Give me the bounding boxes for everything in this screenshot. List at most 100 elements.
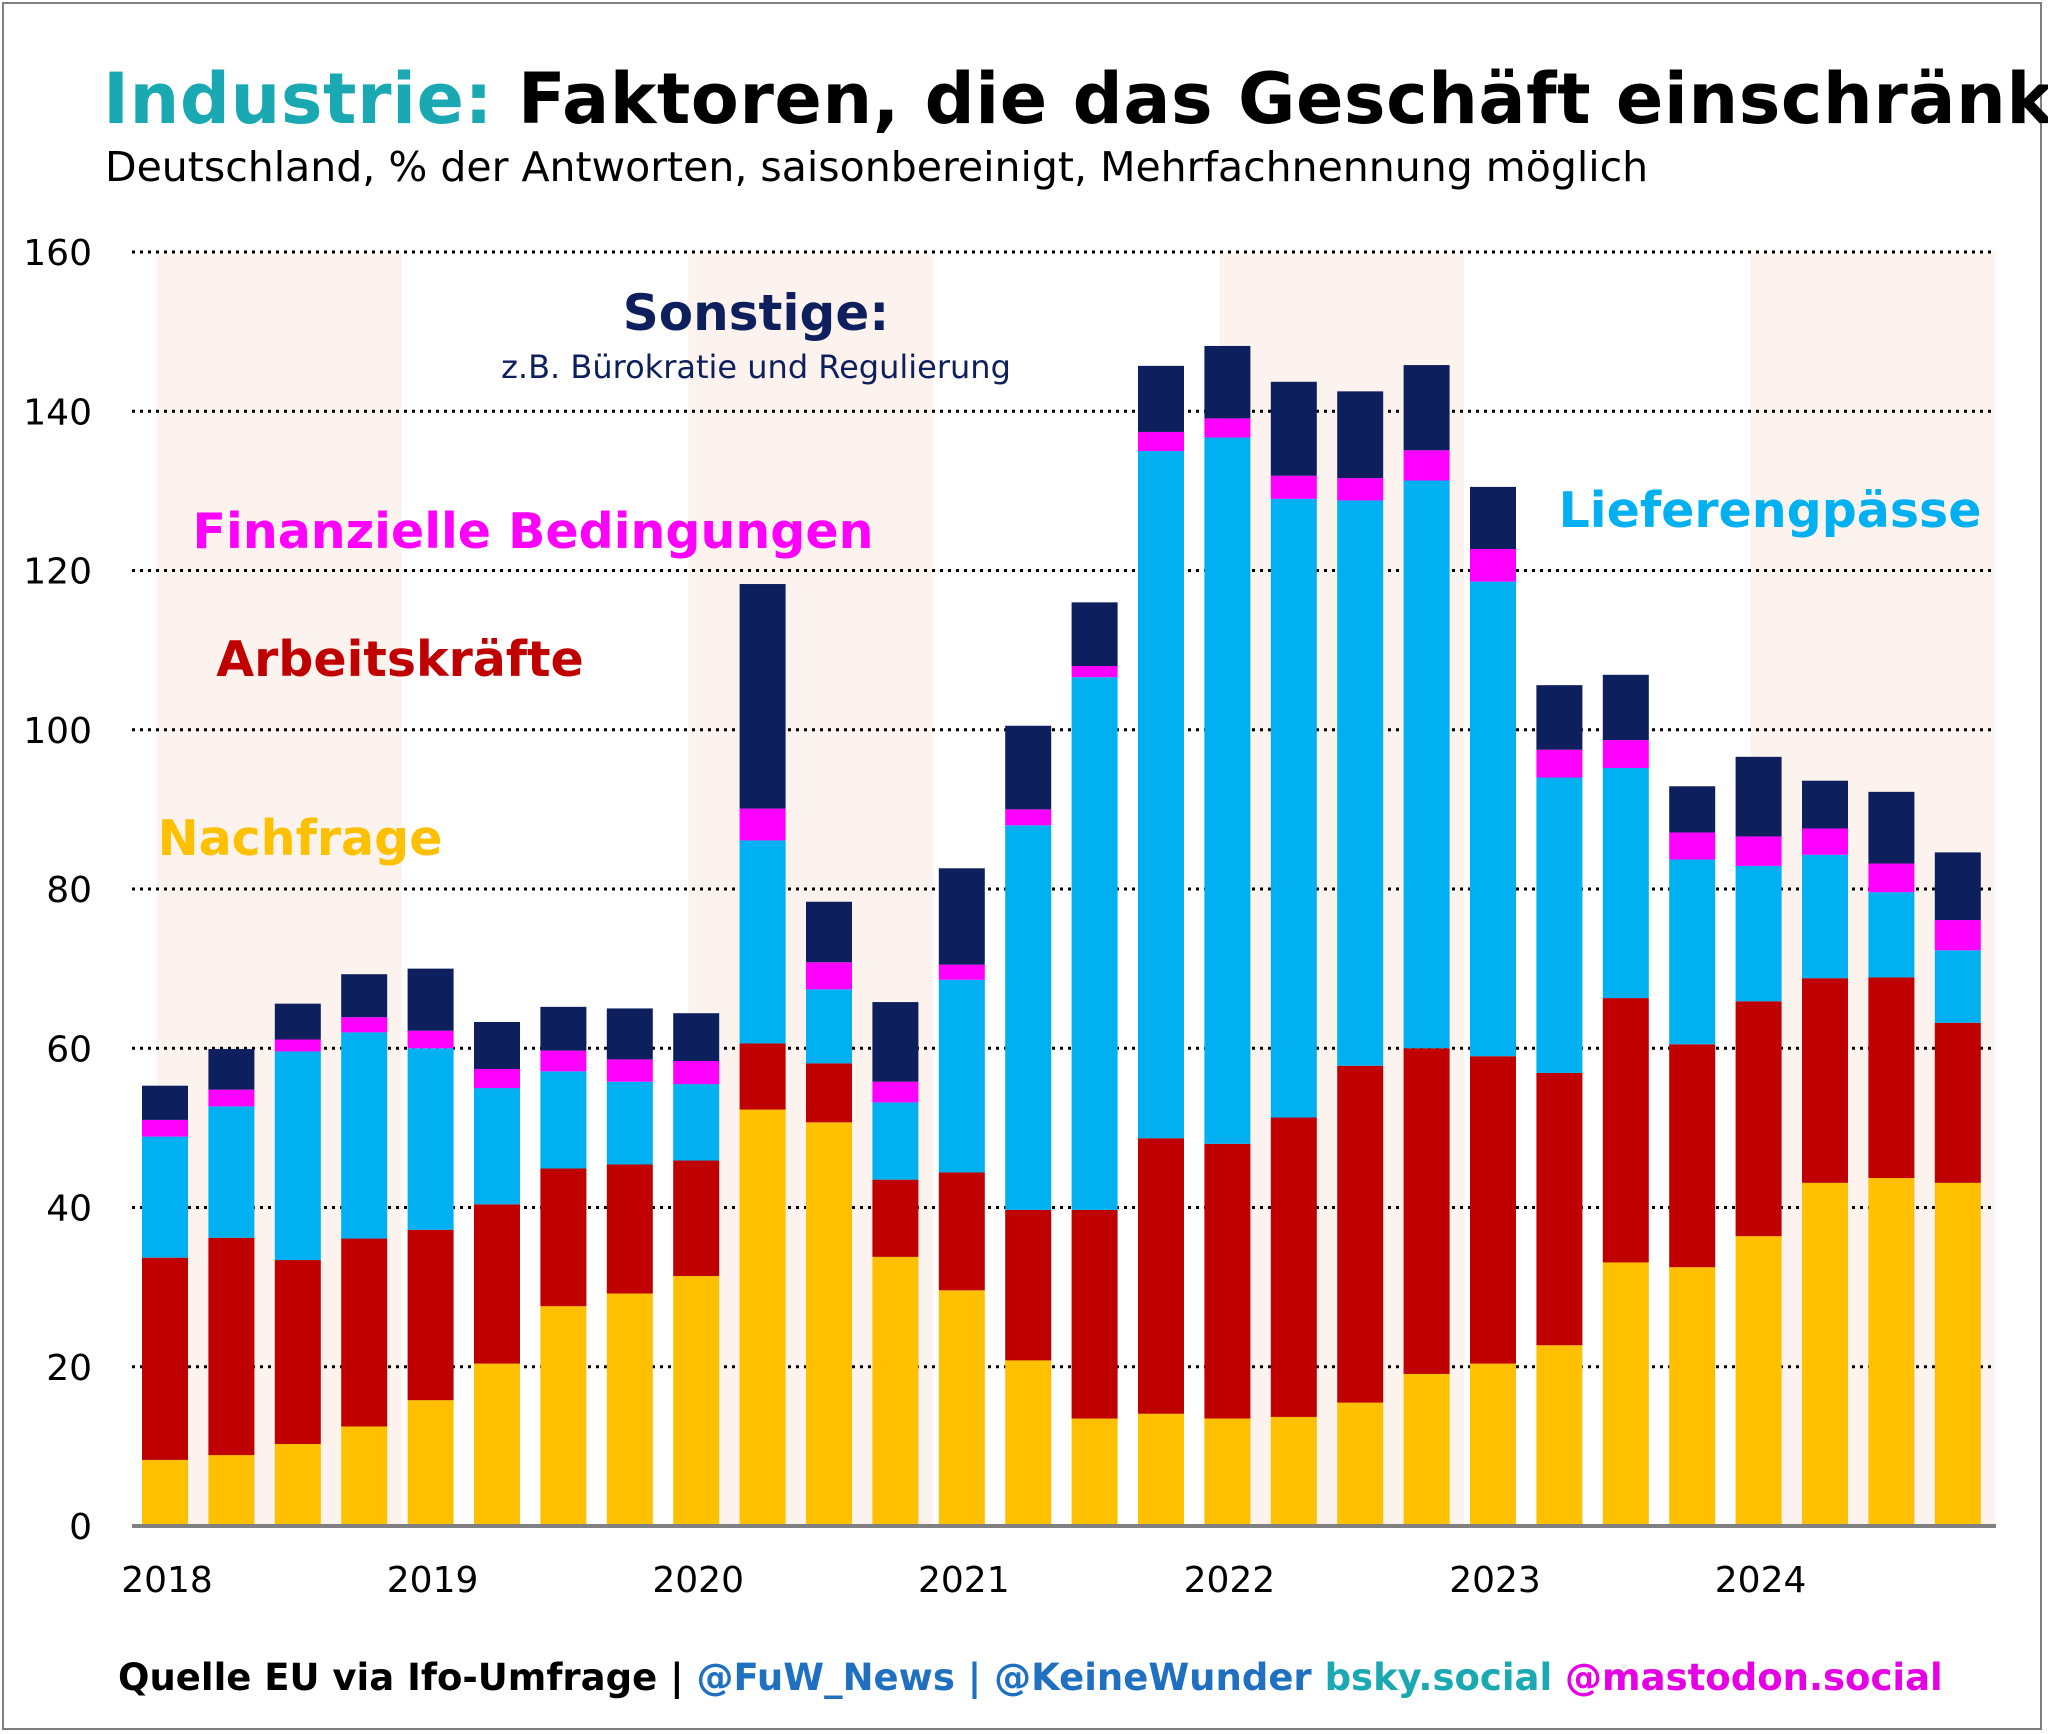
bar-finanziellebedingungen-12 — [938, 964, 985, 980]
bar-finanziellebedingungen-1 — [208, 1089, 255, 1107]
bar-sonstige-12 — [938, 868, 985, 965]
bar-arbeitskrfte-13 — [1005, 1209, 1052, 1361]
bar-arbeitskrfte-3 — [341, 1238, 388, 1427]
bar-arbeitskrfte-17 — [1270, 1117, 1317, 1417]
bar-finanziellebedingungen-6 — [540, 1050, 587, 1072]
chart-subtitle: Deutschland, % der Antworten, saisonbere… — [105, 143, 1649, 191]
bar-arbeitskrfte-25 — [1802, 978, 1848, 1183]
bar-nachfrage-7 — [606, 1293, 653, 1526]
bar-nachfrage-10 — [806, 1122, 852, 1526]
bar-finanziellebedingungen-15 — [1138, 431, 1184, 452]
bar-nachfrage-23 — [1669, 1267, 1716, 1526]
x-tick-label: 2022 — [1184, 1560, 1276, 1601]
bar-nachfrage-18 — [1337, 1402, 1384, 1526]
title-rest: Faktoren, die das Geschäft einschränken — [517, 58, 2048, 140]
bar-sonstige-11 — [872, 1002, 919, 1082]
bar-sonstige-10 — [806, 901, 852, 963]
bar-sonstige-4 — [407, 968, 454, 1031]
source-bsky: bsky.social — [1311, 1656, 1553, 1699]
bar-finanziellebedingungen-16 — [1204, 418, 1251, 438]
bar-lieferengpsse-25 — [1802, 854, 1848, 979]
bar-sonstige-16 — [1204, 345, 1251, 419]
bar-nachfrage-25 — [1802, 1182, 1848, 1526]
bar-lieferengpsse-17 — [1270, 498, 1317, 1118]
bar-lieferengpsse-26 — [1868, 892, 1915, 978]
annotation-liefer: Lieferengpässe — [1559, 482, 1982, 539]
bar-lieferengpsse-7 — [606, 1081, 653, 1165]
y-tick-label: 40 — [46, 1189, 92, 1230]
bar-nachfrage-27 — [1934, 1182, 1981, 1526]
bar-sonstige-22 — [1602, 674, 1649, 741]
bar-arbeitskrfte-10 — [806, 1063, 852, 1123]
x-tick-label: 2024 — [1715, 1560, 1807, 1601]
bar-finanziellebedingungen-25 — [1802, 828, 1848, 855]
bar-sonstige-25 — [1802, 780, 1848, 829]
bar-lieferengpsse-19 — [1403, 480, 1450, 1049]
bar-sonstige-17 — [1270, 381, 1317, 476]
bar-arbeitskrfte-9 — [739, 1043, 786, 1110]
bar-nachfrage-4 — [407, 1400, 454, 1526]
bar-nachfrage-9 — [739, 1109, 786, 1526]
x-tick-label: 2023 — [1449, 1560, 1541, 1601]
bar-arbeitskrfte-1 — [208, 1237, 255, 1456]
bar-finanziellebedingungen-4 — [407, 1030, 454, 1049]
bar-lieferengpsse-18 — [1337, 500, 1384, 1066]
bar-finanziellebedingungen-21 — [1536, 749, 1583, 778]
bar-nachfrage-15 — [1138, 1413, 1184, 1526]
bar-sonstige-8 — [673, 1013, 720, 1061]
bar-finanziellebedingungen-24 — [1735, 836, 1782, 866]
annotation-nachfrage: Nachfrage — [158, 810, 443, 867]
bar-finanziellebedingungen-8 — [673, 1060, 720, 1085]
annotation-sonstige: Sonstige: — [623, 284, 889, 342]
title-accent: Industrie: — [103, 58, 493, 140]
bar-sonstige-13 — [1005, 725, 1052, 810]
bar-sonstige-27 — [1934, 852, 1981, 921]
bar-lieferengpsse-0 — [142, 1136, 188, 1258]
bar-arbeitskrfte-6 — [540, 1168, 587, 1307]
y-tick-label: 100 — [23, 711, 92, 752]
bar-lieferengpsse-20 — [1470, 581, 1516, 1057]
x-tick-label: 2018 — [121, 1560, 213, 1601]
bar-finanziellebedingungen-22 — [1602, 740, 1649, 768]
chart-title: Industrie: Faktoren, die das Geschäft ei… — [103, 58, 2048, 140]
bar-lieferengpsse-12 — [938, 979, 985, 1173]
bar-finanziellebedingungen-27 — [1934, 920, 1981, 951]
bar-nachfrage-16 — [1204, 1418, 1251, 1526]
bar-finanziellebedingungen-7 — [606, 1059, 653, 1082]
bar-nachfrage-11 — [872, 1256, 919, 1526]
bar-arbeitskrfte-14 — [1071, 1209, 1118, 1419]
bar-nachfrage-21 — [1536, 1345, 1583, 1526]
bar-lieferengpsse-14 — [1071, 677, 1118, 1210]
bar-sonstige-18 — [1337, 391, 1384, 479]
bar-arbeitskrfte-7 — [606, 1164, 653, 1294]
bar-sonstige-2 — [274, 1003, 321, 1040]
bar-lieferengpsse-2 — [274, 1051, 321, 1261]
y-tick-label: 160 — [23, 233, 92, 274]
bar-lieferengpsse-15 — [1138, 451, 1184, 1139]
bar-nachfrage-13 — [1005, 1360, 1052, 1526]
bar-nachfrage-20 — [1470, 1363, 1516, 1526]
bar-arbeitskrfte-15 — [1138, 1138, 1184, 1414]
bar-nachfrage-5 — [474, 1363, 520, 1526]
bar-sonstige-5 — [474, 1021, 520, 1069]
annotation-arbeit: Arbeitskräfte — [216, 631, 584, 688]
bar-arbeitskrfte-11 — [872, 1179, 919, 1257]
bar-lieferengpsse-5 — [474, 1088, 520, 1205]
x-tick-label: 2020 — [652, 1560, 744, 1601]
bar-nachfrage-0 — [142, 1459, 188, 1526]
bar-arbeitskrfte-26 — [1868, 977, 1915, 1179]
bar-finanziellebedingungen-17 — [1270, 475, 1317, 499]
annotation-sonstige-sub: z.B. Bürokratie und Regulierung — [501, 348, 1011, 386]
bar-arbeitskrfte-21 — [1536, 1072, 1583, 1346]
bar-lieferengpsse-8 — [673, 1084, 720, 1161]
bar-nachfrage-8 — [673, 1275, 720, 1526]
y-tick-label: 60 — [46, 1029, 92, 1070]
bar-arbeitskrfte-22 — [1602, 998, 1649, 1263]
bar-nachfrage-26 — [1868, 1178, 1915, 1526]
bar-arbeitskrfte-16 — [1204, 1143, 1251, 1419]
bar-lieferengpsse-6 — [540, 1071, 587, 1169]
bar-finanziellebedingungen-13 — [1005, 809, 1052, 826]
bar-lieferengpsse-10 — [806, 989, 852, 1064]
